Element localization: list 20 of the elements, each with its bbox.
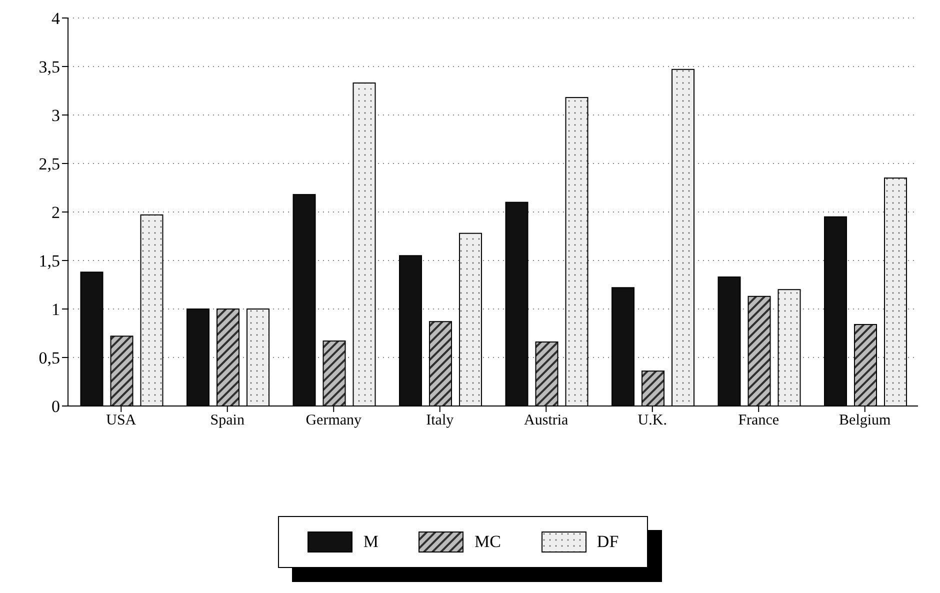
y-tick-label: 0 [52,397,60,416]
y-tick-label: 4 [52,9,60,28]
x-tick-label: U.K. [638,412,667,429]
x-tick-label: Spain [210,412,245,429]
x-tick-label: Austria [524,412,569,429]
legend-label: M [363,532,378,552]
x-tick-label: USA [106,412,136,429]
y-tick-label: 3,5 [38,58,60,77]
x-tick-label: Germany [306,412,362,429]
y-tick-label: 0,5 [38,348,60,368]
x-tick-label: Italy [426,412,454,429]
y-tick-label: 2 [52,203,60,222]
x-tick-label: Belgium [839,412,892,429]
legend-label: DF [596,532,619,552]
y-tick-label: 1 [52,300,60,320]
y-tick-label: 2,5 [38,154,60,174]
y-tick-label: 1,5 [38,252,60,271]
x-tick-label: France [738,412,780,429]
y-tick-label: 3 [52,106,60,126]
legend-label: MC [474,532,501,552]
